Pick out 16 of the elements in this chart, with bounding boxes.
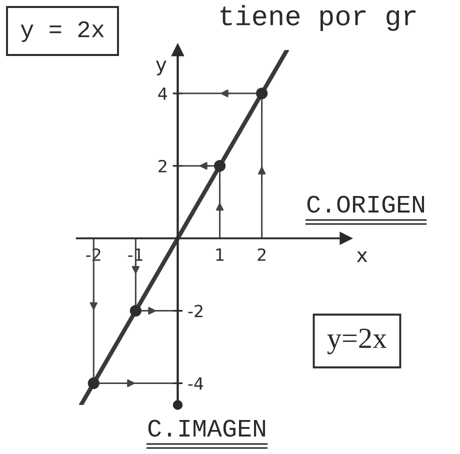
text: tiene por gr <box>220 5 416 31</box>
y-tick-label: 4 <box>158 88 168 100</box>
point <box>88 377 100 390</box>
x-tick-label: 2 <box>258 248 266 261</box>
point <box>256 88 268 100</box>
text: C.IMAGEN <box>148 420 266 437</box>
annotation: y=2x <box>327 328 387 354</box>
point <box>130 304 142 317</box>
y-axis-title: y <box>156 60 166 76</box>
x-tick-label: 1 <box>216 248 224 261</box>
point <box>214 160 226 172</box>
y2-tick-label: -4 <box>188 377 204 390</box>
annotation: C.ORIGEN <box>307 196 424 213</box>
x-axis-title: x <box>356 251 368 262</box>
text: y = 2x <box>20 21 104 42</box>
y2-tick-label: -2 <box>188 304 202 318</box>
